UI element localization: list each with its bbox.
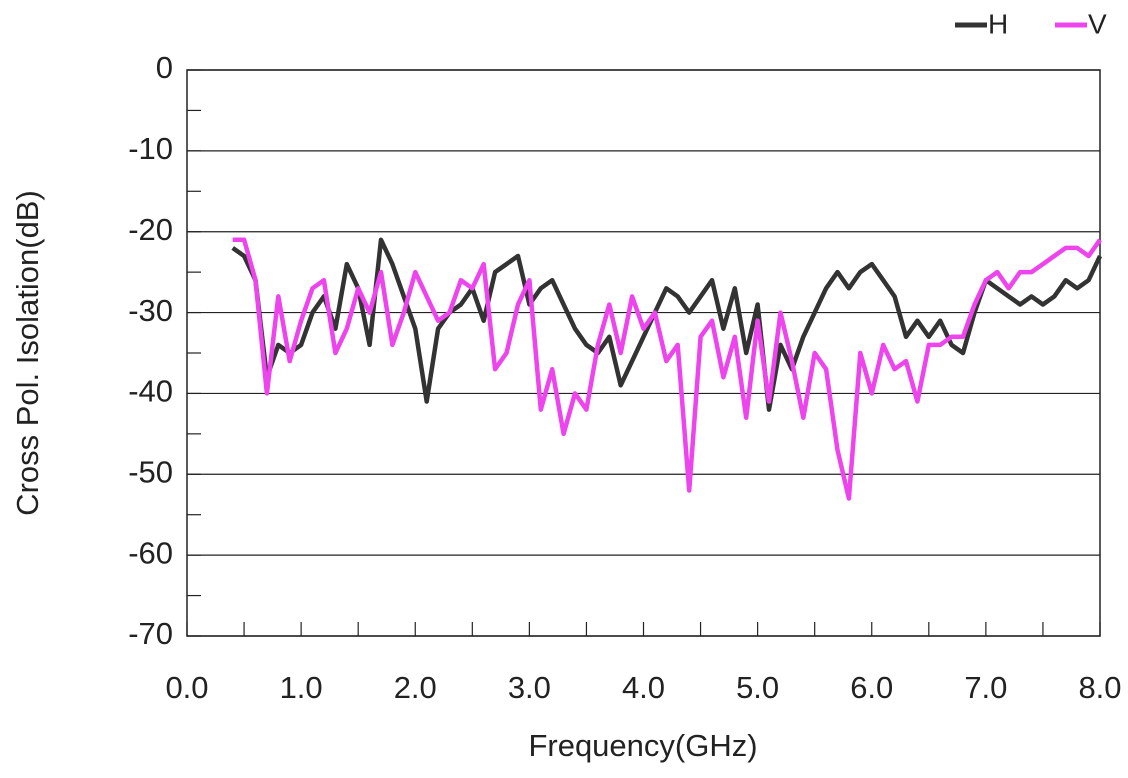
series-line	[232, 237, 1102, 501]
x-tick-label: 0.0	[165, 670, 208, 705]
x-tick-label: 2.0	[394, 670, 437, 705]
y-axis-label: Cross Pol. Isolation(dB)	[10, 190, 45, 516]
y-tick-label: -50	[128, 454, 173, 489]
y-tick-label: 0	[156, 50, 173, 85]
y-tick-label: -20	[128, 212, 173, 247]
x-tick-label: 5.0	[736, 670, 779, 705]
x-tick-label: 8.0	[1078, 670, 1121, 705]
legend-label: H	[988, 8, 1008, 39]
x-tick-label: 4.0	[622, 670, 665, 705]
y-tick-label: -30	[128, 293, 173, 328]
plot-frame	[186, 69, 1101, 637]
legend-label: V	[1088, 8, 1107, 39]
x-tick-label: 6.0	[850, 670, 893, 705]
x-axis-label: Frequency(GHz)	[528, 728, 757, 763]
y-tick-label: -40	[128, 374, 173, 409]
y-tick-label: -60	[128, 535, 173, 570]
x-tick-label: 1.0	[280, 670, 323, 705]
x-tick-label: 3.0	[508, 670, 551, 705]
series-line	[231, 237, 1103, 412]
y-tick-label: -70	[128, 616, 173, 651]
x-tick-label: 7.0	[964, 670, 1007, 705]
y-tick-label: -10	[128, 131, 173, 166]
